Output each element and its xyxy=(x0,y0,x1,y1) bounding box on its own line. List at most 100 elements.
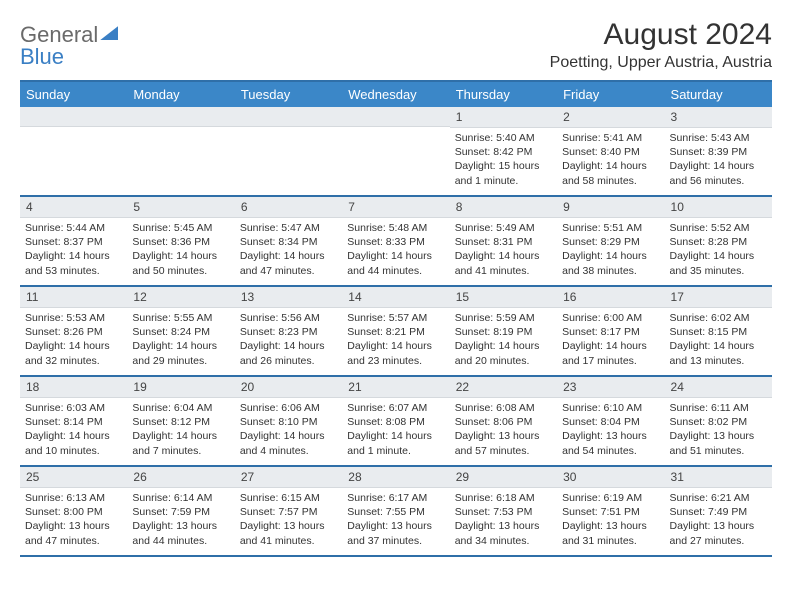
empty-day-header xyxy=(20,107,127,127)
day-cell: 13Sunrise: 5:56 AMSunset: 8:23 PMDayligh… xyxy=(235,287,342,375)
day-body: Sunrise: 6:13 AMSunset: 8:00 PMDaylight:… xyxy=(20,488,127,552)
day-body: Sunrise: 5:59 AMSunset: 8:19 PMDaylight:… xyxy=(450,308,557,372)
sunset-text: Sunset: 8:26 PM xyxy=(25,325,122,339)
sunrise-text: Sunrise: 5:57 AM xyxy=(347,311,444,325)
daylight-text: Daylight: 14 hours and 44 minutes. xyxy=(347,249,444,277)
day-body: Sunrise: 5:51 AMSunset: 8:29 PMDaylight:… xyxy=(557,218,664,282)
daylight-text: Daylight: 13 hours and 27 minutes. xyxy=(670,519,767,547)
day-cell: 9Sunrise: 5:51 AMSunset: 8:29 PMDaylight… xyxy=(557,197,664,285)
weekday-header: Friday xyxy=(557,82,664,107)
daylight-text: Daylight: 14 hours and 41 minutes. xyxy=(455,249,552,277)
sunset-text: Sunset: 8:08 PM xyxy=(347,415,444,429)
sunrise-text: Sunrise: 6:07 AM xyxy=(347,401,444,415)
day-number: 12 xyxy=(127,287,234,308)
day-body: Sunrise: 6:03 AMSunset: 8:14 PMDaylight:… xyxy=(20,398,127,462)
day-cell: 10Sunrise: 5:52 AMSunset: 8:28 PMDayligh… xyxy=(665,197,772,285)
sunrise-text: Sunrise: 6:14 AM xyxy=(132,491,229,505)
calendar: SundayMondayTuesdayWednesdayThursdayFrid… xyxy=(20,80,772,557)
day-cell: 24Sunrise: 6:11 AMSunset: 8:02 PMDayligh… xyxy=(665,377,772,465)
day-cell: 12Sunrise: 5:55 AMSunset: 8:24 PMDayligh… xyxy=(127,287,234,375)
day-cell: 18Sunrise: 6:03 AMSunset: 8:14 PMDayligh… xyxy=(20,377,127,465)
day-number: 2 xyxy=(557,107,664,128)
sunset-text: Sunset: 8:02 PM xyxy=(670,415,767,429)
daylight-text: Daylight: 13 hours and 57 minutes. xyxy=(455,429,552,457)
sunrise-text: Sunrise: 6:10 AM xyxy=(562,401,659,415)
day-cell: 22 Sunrise: 6:08 AMSunset: 8:06 PMDayligh… xyxy=(450,377,557,465)
title-block: August 2024 Poetting, Upper Austria, Aus… xyxy=(550,18,772,72)
day-body: Sunrise: 6:14 AMSunset: 7:59 PMDaylight:… xyxy=(127,488,234,552)
sunrise-text: Sunrise: 6:03 AM xyxy=(25,401,122,415)
daylight-text: Daylight: 14 hours and 1 minute. xyxy=(347,429,444,457)
day-body: Sunrise: 5:40 AMSunset: 8:42 PMDaylight:… xyxy=(450,128,557,192)
day-number: 30 xyxy=(557,467,664,488)
weekday-header-row: SundayMondayTuesdayWednesdayThursdayFrid… xyxy=(20,82,772,107)
sunrise-text: Sunrise: 5:53 AM xyxy=(25,311,122,325)
week-row: 25Sunrise: 6:13 AMSunset: 8:00 PMDayligh… xyxy=(20,467,772,557)
week-row: 11Sunrise: 5:53 AMSunset: 8:26 PMDayligh… xyxy=(20,287,772,377)
day-body: Sunrise: 5:45 AMSunset: 8:36 PMDaylight:… xyxy=(127,218,234,282)
sunrise-text: Sunrise: 5:51 AM xyxy=(562,221,659,235)
sunrise-text: Sunrise: 6:08 AM xyxy=(455,401,552,415)
daylight-text: Daylight: 15 hours and 1 minute. xyxy=(455,159,552,187)
sunset-text: Sunset: 8:12 PM xyxy=(132,415,229,429)
day-number: 22 xyxy=(450,377,557,398)
day-cell: 15Sunrise: 5:59 AMSunset: 8:19 PMDayligh… xyxy=(450,287,557,375)
day-number: 7 xyxy=(342,197,449,218)
day-number: 27 xyxy=(235,467,342,488)
day-number: 21 xyxy=(342,377,449,398)
sunrise-text: Sunrise: 6:04 AM xyxy=(132,401,229,415)
daylight-text: Daylight: 13 hours and 34 minutes. xyxy=(455,519,552,547)
day-cell: 30Sunrise: 6:19 AMSunset: 7:51 PMDayligh… xyxy=(557,467,664,555)
weekday-header: Thursday xyxy=(450,82,557,107)
sunrise-text: Sunrise: 5:47 AM xyxy=(240,221,337,235)
day-body: Sunrise: 5:41 AMSunset: 8:40 PMDaylight:… xyxy=(557,128,664,192)
day-cell: 23Sunrise: 6:10 AMSunset: 8:04 PMDayligh… xyxy=(557,377,664,465)
day-body: Sunrise: 5:53 AMSunset: 8:26 PMDaylight:… xyxy=(20,308,127,372)
day-number: 6 xyxy=(235,197,342,218)
sunrise-text: Sunrise: 6:11 AM xyxy=(670,401,767,415)
sunset-text: Sunset: 8:28 PM xyxy=(670,235,767,249)
day-number: 13 xyxy=(235,287,342,308)
weekday-header: Saturday xyxy=(665,82,772,107)
day-body: Sunrise: 6:02 AMSunset: 8:15 PMDaylight:… xyxy=(665,308,772,372)
weekday-header: Sunday xyxy=(20,82,127,107)
day-body: Sunrise: 6:15 AMSunset: 7:57 PMDaylight:… xyxy=(235,488,342,552)
daylight-text: Daylight: 14 hours and 13 minutes. xyxy=(670,339,767,367)
page-header: General Blue August 2024 Poetting, Upper… xyxy=(20,18,772,72)
day-body: Sunrise: 5:56 AMSunset: 8:23 PMDaylight:… xyxy=(235,308,342,372)
sunset-text: Sunset: 8:21 PM xyxy=(347,325,444,339)
day-body: Sunrise: 5:48 AMSunset: 8:33 PMDaylight:… xyxy=(342,218,449,282)
day-cell: 14Sunrise: 5:57 AMSunset: 8:21 PMDayligh… xyxy=(342,287,449,375)
month-title: August 2024 xyxy=(550,18,772,52)
sunset-text: Sunset: 8:10 PM xyxy=(240,415,337,429)
day-cell: 4Sunrise: 5:44 AMSunset: 8:37 PMDaylight… xyxy=(20,197,127,285)
day-cell: 11Sunrise: 5:53 AMSunset: 8:26 PMDayligh… xyxy=(20,287,127,375)
daylight-text: Daylight: 14 hours and 58 minutes. xyxy=(562,159,659,187)
day-number: 9 xyxy=(557,197,664,218)
sunset-text: Sunset: 8:06 PM xyxy=(455,415,552,429)
day-body: Sunrise: 6:04 AMSunset: 8:12 PMDaylight:… xyxy=(127,398,234,462)
sunset-text: Sunset: 8:40 PM xyxy=(562,145,659,159)
daylight-text: Daylight: 14 hours and 17 minutes. xyxy=(562,339,659,367)
day-number: 1 xyxy=(450,107,557,128)
sunrise-text: Sunrise: 6:02 AM xyxy=(670,311,767,325)
day-number: 25 xyxy=(20,467,127,488)
sunset-text: Sunset: 8:33 PM xyxy=(347,235,444,249)
weekday-header: Monday xyxy=(127,82,234,107)
daylight-text: Daylight: 14 hours and 10 minutes. xyxy=(25,429,122,457)
day-number: 14 xyxy=(342,287,449,308)
sunset-text: Sunset: 8:23 PM xyxy=(240,325,337,339)
day-body: Sunrise: 6:10 AMSunset: 8:04 PMDaylight:… xyxy=(557,398,664,462)
day-number: 18 xyxy=(20,377,127,398)
sunset-text: Sunset: 8:04 PM xyxy=(562,415,659,429)
day-number: 3 xyxy=(665,107,772,128)
sunrise-text: Sunrise: 5:41 AM xyxy=(562,131,659,145)
day-body: Sunrise: 5:44 AMSunset: 8:37 PMDaylight:… xyxy=(20,218,127,282)
sunrise-text: Sunrise: 5:55 AM xyxy=(132,311,229,325)
sunset-text: Sunset: 8:31 PM xyxy=(455,235,552,249)
day-cell: 3Sunrise: 5:43 AMSunset: 8:39 PMDaylight… xyxy=(665,107,772,195)
day-number: 16 xyxy=(557,287,664,308)
logo-triangle-icon xyxy=(100,26,118,40)
day-body: Sunrise: 5:55 AMSunset: 8:24 PMDaylight:… xyxy=(127,308,234,372)
day-body: Sunrise: 6:11 AMSunset: 8:02 PMDaylight:… xyxy=(665,398,772,462)
